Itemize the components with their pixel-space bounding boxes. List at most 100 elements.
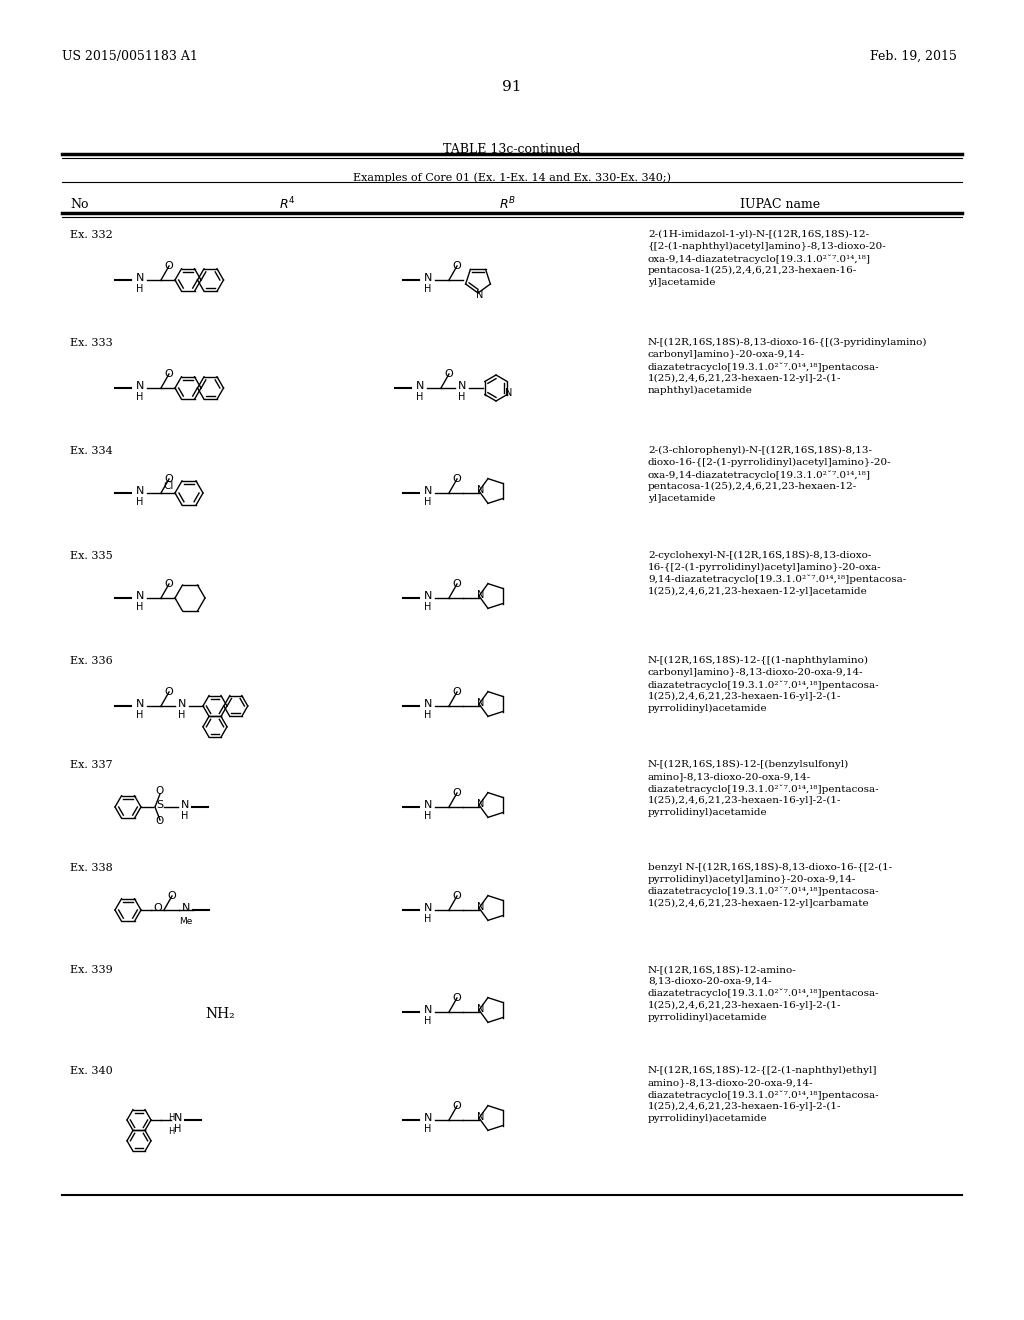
Text: pyrrolidinyl)acetamide: pyrrolidinyl)acetamide — [648, 1012, 768, 1022]
Text: O: O — [453, 788, 462, 799]
Text: H: H — [424, 810, 432, 821]
Text: benzyl N-[(12R,16S,18S)-8,13-dioxo-16-{[2-(1-: benzyl N-[(12R,16S,18S)-8,13-dioxo-16-{[… — [648, 863, 892, 873]
Text: O: O — [165, 686, 173, 697]
Text: H: H — [178, 710, 185, 719]
Text: H: H — [136, 710, 143, 719]
Text: H: H — [424, 498, 432, 507]
Text: naphthyl)acetamide: naphthyl)acetamide — [648, 385, 753, 395]
Text: Ex. 337: Ex. 337 — [70, 760, 113, 770]
Text: N: N — [424, 1113, 432, 1123]
Text: N: N — [424, 591, 432, 601]
Text: O: O — [156, 785, 164, 796]
Text: H: H — [424, 913, 432, 924]
Text: N: N — [477, 1005, 484, 1014]
Text: N: N — [174, 1113, 182, 1123]
Text: H: H — [136, 498, 143, 507]
Text: H: H — [417, 392, 424, 403]
Text: N: N — [424, 700, 432, 709]
Text: 1(25),2,4,6,21,23-hexaen-16-yl]-2-(1-: 1(25),2,4,6,21,23-hexaen-16-yl]-2-(1- — [648, 1001, 842, 1010]
Text: N: N — [424, 273, 432, 282]
Text: N: N — [424, 1005, 432, 1015]
Text: Examples of Core 01 (Ex. 1-Ex. 14 and Ex. 330-Ex. 340;): Examples of Core 01 (Ex. 1-Ex. 14 and Ex… — [353, 172, 671, 182]
Text: pyrrolidinyl)acetamide: pyrrolidinyl)acetamide — [648, 704, 768, 713]
Text: N: N — [458, 381, 466, 391]
Text: H: H — [174, 1125, 181, 1134]
Text: N: N — [424, 903, 432, 913]
Text: Ex. 340: Ex. 340 — [70, 1067, 113, 1076]
Text: Me: Me — [179, 917, 193, 927]
Text: diazatetracyclo[19.3.1.0²ˇ⁷.0¹⁴,¹⁸]pentacosa-: diazatetracyclo[19.3.1.0²ˇ⁷.0¹⁴,¹⁸]penta… — [648, 784, 880, 793]
Text: O: O — [453, 474, 462, 484]
Text: Cl: Cl — [164, 480, 174, 491]
Text: O: O — [453, 579, 462, 589]
Text: {[2-(1-naphthyl)acetyl]amino}-8,13-dioxo-20-: {[2-(1-naphthyl)acetyl]amino}-8,13-dioxo… — [648, 242, 887, 251]
Text: amino}-8,13-dioxo-20-oxa-9,14-: amino}-8,13-dioxo-20-oxa-9,14- — [648, 1078, 814, 1086]
Text: H: H — [424, 1016, 432, 1026]
Text: N-[(12R,16S,18S)-8,13-dioxo-16-{[(3-pyridinylamino): N-[(12R,16S,18S)-8,13-dioxo-16-{[(3-pyri… — [648, 338, 928, 347]
Text: O: O — [165, 579, 173, 589]
Text: N: N — [178, 700, 186, 709]
Text: H: H — [136, 392, 143, 403]
Text: N: N — [416, 381, 424, 391]
Text: Feb. 19, 2015: Feb. 19, 2015 — [870, 50, 956, 63]
Text: N-[(12R,16S,18S)-12-{[(1-naphthylamino): N-[(12R,16S,18S)-12-{[(1-naphthylamino) — [648, 656, 869, 665]
Text: H: H — [181, 810, 188, 821]
Text: H: H — [168, 1126, 174, 1135]
Text: 1(25),2,4,6,21,23-hexaen-12-yl]carbamate: 1(25),2,4,6,21,23-hexaen-12-yl]carbamate — [648, 899, 869, 908]
Text: O: O — [154, 903, 163, 913]
Text: 1(25),2,4,6,21,23-hexaen-16-yl]-2-(1-: 1(25),2,4,6,21,23-hexaen-16-yl]-2-(1- — [648, 796, 842, 805]
Text: N: N — [505, 388, 512, 397]
Text: O: O — [453, 686, 462, 697]
Text: Ex. 334: Ex. 334 — [70, 446, 113, 455]
Text: N: N — [181, 800, 189, 810]
Text: H: H — [424, 1125, 432, 1134]
Text: O: O — [444, 370, 454, 379]
Text: O: O — [453, 1101, 462, 1111]
Text: H: H — [424, 710, 432, 719]
Text: Ex. 336: Ex. 336 — [70, 656, 113, 667]
Text: pentacosa-1(25),2,4,6,21,23-hexaen-12-: pentacosa-1(25),2,4,6,21,23-hexaen-12- — [648, 482, 857, 491]
Text: N-[(12R,16S,18S)-12-amino-: N-[(12R,16S,18S)-12-amino- — [648, 965, 797, 974]
Text: 91: 91 — [502, 81, 522, 94]
Text: IUPAC name: IUPAC name — [740, 198, 820, 211]
Text: TABLE 13c-continued: TABLE 13c-continued — [443, 143, 581, 156]
Text: O: O — [453, 993, 462, 1003]
Text: 1(25),2,4,6,21,23-hexaen-16-yl]-2-(1-: 1(25),2,4,6,21,23-hexaen-16-yl]-2-(1- — [648, 692, 842, 701]
Text: diazatetracyclo[19.3.1.0²ˇ⁷.0¹⁴,¹⁸]pentacosa-: diazatetracyclo[19.3.1.0²ˇ⁷.0¹⁴,¹⁸]penta… — [648, 362, 880, 371]
Text: No: No — [70, 198, 88, 211]
Text: Ex. 339: Ex. 339 — [70, 965, 113, 975]
Text: N: N — [136, 486, 144, 496]
Text: O: O — [168, 891, 176, 902]
Text: 1(25),2,4,6,21,23-hexaen-12-yl]acetamide: 1(25),2,4,6,21,23-hexaen-12-yl]acetamide — [648, 587, 867, 597]
Text: carbonyl]amino}-8,13-dioxo-20-oxa-9,14-: carbonyl]amino}-8,13-dioxo-20-oxa-9,14- — [648, 668, 863, 677]
Text: pentacosa-1(25),2,4,6,21,23-hexaen-16-: pentacosa-1(25),2,4,6,21,23-hexaen-16- — [648, 267, 857, 275]
Text: diazatetracyclo[19.3.1.0²ˇ⁷.0¹⁴,¹⁸]pentacosa-: diazatetracyclo[19.3.1.0²ˇ⁷.0¹⁴,¹⁸]penta… — [648, 989, 880, 998]
Text: N: N — [424, 800, 432, 810]
Text: N: N — [477, 902, 484, 912]
Text: pyrrolidinyl)acetyl]amino}-20-oxa-9,14-: pyrrolidinyl)acetyl]amino}-20-oxa-9,14- — [648, 875, 856, 884]
Text: N: N — [477, 698, 484, 708]
Text: N: N — [477, 590, 484, 601]
Text: oxa-9,14-diazatetracyclo[19.3.1.0²ˇ⁷.0¹⁴,¹⁸]: oxa-9,14-diazatetracyclo[19.3.1.0²ˇ⁷.0¹⁴… — [648, 470, 871, 479]
Text: N-[(12R,16S,18S)-12-[(benzylsulfonyl): N-[(12R,16S,18S)-12-[(benzylsulfonyl) — [648, 760, 849, 770]
Text: diazatetracyclo[19.3.1.0²ˇ⁷.0¹⁴,¹⁸]pentacosa-: diazatetracyclo[19.3.1.0²ˇ⁷.0¹⁴,¹⁸]penta… — [648, 1090, 880, 1100]
Text: N-[(12R,16S,18S)-12-{[2-(1-naphthyl)ethyl]: N-[(12R,16S,18S)-12-{[2-(1-naphthyl)ethy… — [648, 1067, 878, 1074]
Text: diazatetracyclo[19.3.1.0²ˇ⁷.0¹⁴,¹⁸]pentacosa-: diazatetracyclo[19.3.1.0²ˇ⁷.0¹⁴,¹⁸]penta… — [648, 680, 880, 689]
Text: N: N — [136, 591, 144, 601]
Text: N: N — [136, 381, 144, 391]
Text: NH₂: NH₂ — [205, 1007, 234, 1020]
Text: N: N — [136, 700, 144, 709]
Text: N: N — [136, 273, 144, 282]
Text: dioxo-16-{[2-(1-pyrrolidinyl)acetyl]amino}-20-: dioxo-16-{[2-(1-pyrrolidinyl)acetyl]amin… — [648, 458, 892, 467]
Text: diazatetracyclo[19.3.1.0²ˇ⁷.0¹⁴,¹⁸]pentacosa-: diazatetracyclo[19.3.1.0²ˇ⁷.0¹⁴,¹⁸]penta… — [648, 887, 880, 896]
Text: H: H — [459, 392, 466, 403]
Text: 1(25),2,4,6,21,23-hexaen-16-yl]-2-(1-: 1(25),2,4,6,21,23-hexaen-16-yl]-2-(1- — [648, 1102, 842, 1111]
Text: N: N — [477, 799, 484, 809]
Text: carbonyl]amino}-20-oxa-9,14-: carbonyl]amino}-20-oxa-9,14- — [648, 350, 805, 359]
Text: H: H — [424, 284, 432, 294]
Text: $R^B$: $R^B$ — [500, 195, 516, 213]
Text: Ex. 333: Ex. 333 — [70, 338, 113, 348]
Text: O: O — [453, 261, 462, 271]
Text: N: N — [477, 484, 484, 495]
Text: H: H — [136, 284, 143, 294]
